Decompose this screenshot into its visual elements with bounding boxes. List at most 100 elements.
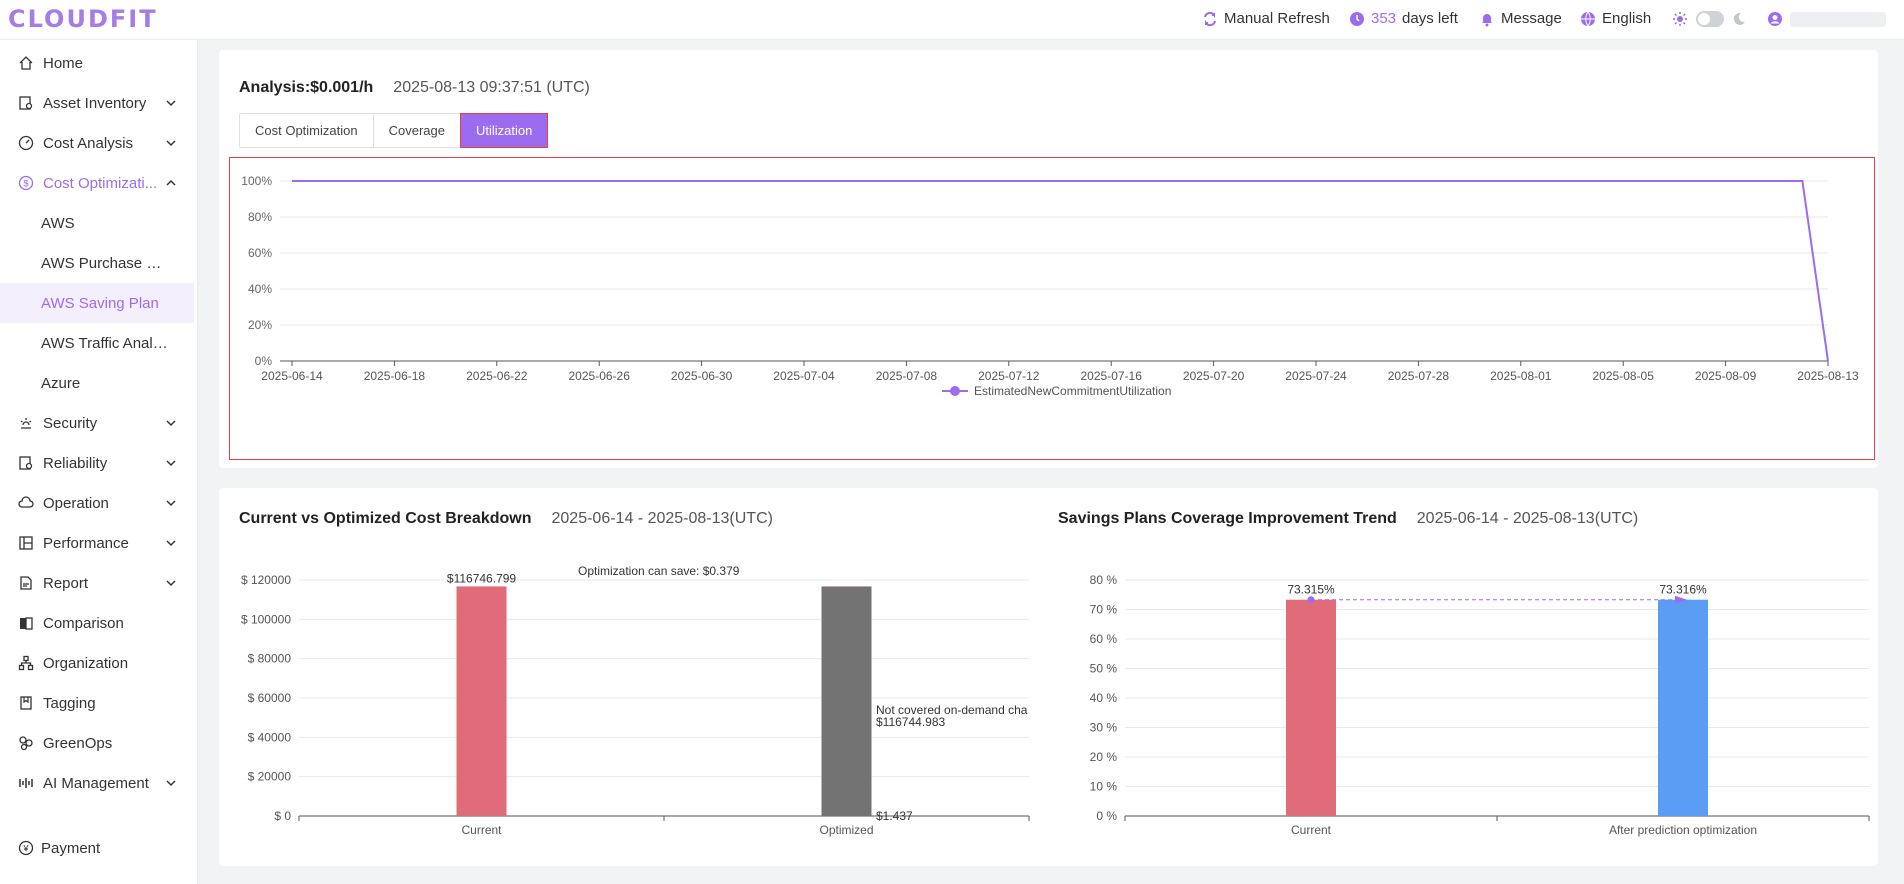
x-tick-label: 2025-08-13 — [1797, 369, 1859, 383]
sun-icon — [1673, 12, 1687, 26]
analysis-card: Analysis:$0.001/h 2025-08-13 09:37:51 (U… — [219, 50, 1878, 468]
sidebar-item-comparison[interactable]: Comparison — [0, 603, 194, 643]
days-left-label: days left — [1402, 10, 1458, 27]
shield-icon — [20, 418, 32, 429]
chevron-up-icon — [166, 179, 176, 186]
y-tick-label: $ 40000 — [248, 730, 292, 744]
sidebar-item-aws-purchase[interactable]: AWS Purchase Re... — [0, 243, 194, 283]
sidebar-item-asset-inventory[interactable]: Asset Inventory — [0, 83, 194, 123]
bar-optimized — [821, 586, 872, 587]
y-tick-label: $ 20000 — [248, 770, 292, 784]
sidebar-item-label: Operation — [43, 494, 109, 512]
inventory-icon — [19, 96, 33, 110]
chevron-down-icon — [166, 100, 176, 107]
sidebar-item-security[interactable]: Security — [0, 403, 194, 443]
sidebar-item-label: Home — [43, 54, 84, 72]
gauge-icon — [18, 135, 34, 151]
x-tick-label: 2025-08-05 — [1593, 369, 1655, 383]
comparison-icon — [20, 617, 33, 630]
x-tick-label: 2025-07-16 — [1081, 369, 1143, 383]
days-left-count: 353 — [1371, 10, 1397, 27]
report-icon — [20, 576, 32, 590]
sidebar-item-label: AWS Traffic Analy... — [41, 334, 171, 352]
refresh-icon — [1204, 11, 1216, 26]
theme-toggle[interactable] — [1696, 11, 1724, 27]
tab-cost-optimization[interactable]: Cost Optimization — [240, 114, 374, 147]
x-tick-label: 2025-08-09 — [1695, 369, 1757, 383]
x-tick-label: After prediction optimization — [1609, 823, 1757, 837]
user-name[interactable] — [1790, 12, 1886, 27]
language-label: English — [1602, 10, 1652, 27]
leaf-icon — [19, 736, 33, 751]
sidebar-item-label: GreenOps — [43, 734, 113, 752]
sidebar-item-reliability[interactable]: Reliability — [0, 443, 194, 483]
sidebar-item-aws-saving-plan[interactable]: AWS Saving Plan — [0, 283, 194, 323]
sidebar-item-label: Cost Optimizati... — [43, 174, 158, 192]
bar-value-label: $116746.799 — [447, 571, 517, 585]
sidebar-item-payment[interactable]: ¥ Payment — [0, 828, 194, 868]
y-tick-label: $ 0 — [274, 809, 291, 823]
sidebar-item-aws[interactable]: AWS — [0, 203, 194, 243]
sidebar-item-organization[interactable]: Organization — [0, 643, 194, 683]
breakdown-coverage-card: Current vs Optimized Cost Breakdown 2025… — [219, 488, 1878, 866]
svg-text:¥: ¥ — [22, 844, 29, 854]
legend-marker — [950, 386, 960, 396]
license-days-badge: 353 days left — [1349, 10, 1458, 27]
analysis-title: Analysis:$0.001/h — [239, 79, 374, 96]
x-tick-label: 2025-06-14 — [261, 369, 323, 383]
tab-utilization[interactable]: Utilization — [459, 113, 549, 148]
sidebar-item-greenops[interactable]: GreenOps — [0, 723, 194, 763]
breakdown-range: 2025-06-14 - 2025-08-13(UTC) — [551, 510, 773, 527]
sidebar-item-azure[interactable]: Azure — [0, 363, 194, 403]
bell-icon — [1482, 13, 1492, 26]
y-tick-label: 80 % — [1090, 573, 1118, 587]
not-covered-annotation: Not covered on-demand cha — [876, 703, 1028, 717]
sidebar-item-label: Reliability — [43, 454, 108, 472]
sidebar-item-cost-analysis[interactable]: Cost Analysis — [0, 123, 194, 163]
moon-icon — [1733, 12, 1745, 25]
payment-icon: ¥ — [18, 840, 34, 856]
sidebar-item-cost-optimization[interactable]: $ Cost Optimizati... — [0, 163, 194, 203]
breakdown-title: Current vs Optimized Cost Breakdown — [239, 510, 532, 527]
x-tick-label: 2025-06-22 — [466, 369, 528, 383]
covered-value: $1.437 — [876, 809, 913, 823]
sidebar-item-tagging[interactable]: Tagging — [0, 683, 194, 723]
chevron-down-icon — [166, 140, 176, 147]
y-tick-label: 20 % — [1090, 750, 1118, 764]
message-button[interactable]: Message — [1479, 10, 1562, 27]
y-tick-label: 80% — [248, 210, 272, 224]
manual-refresh-button[interactable]: Manual Refresh — [1202, 10, 1330, 27]
sidebar-item-home[interactable]: Home — [0, 43, 194, 83]
dollar-icon: $ — [18, 175, 34, 191]
user-avatar-icon[interactable] — [1767, 11, 1783, 27]
x-tick-label: 2025-07-08 — [876, 369, 938, 383]
x-tick-label: 2025-07-24 — [1285, 369, 1347, 383]
sidebar-item-report[interactable]: Report — [0, 563, 194, 603]
x-tick-label: 2025-06-26 — [569, 369, 631, 383]
y-tick-label: 70 % — [1090, 603, 1118, 617]
performance-icon — [19, 536, 33, 550]
sidebar-item-operation[interactable]: Operation — [0, 483, 194, 523]
sidebar-item-label: AWS — [41, 214, 75, 232]
tab-coverage[interactable]: Coverage — [373, 114, 461, 147]
bar-coverage — [1658, 599, 1708, 816]
analysis-tabs: Cost Optimization Coverage Utilization — [239, 113, 549, 148]
sidebar-item-ai-management[interactable]: AI Management — [0, 763, 194, 803]
language-selector[interactable]: English — [1580, 10, 1651, 27]
y-tick-label: 30 % — [1090, 721, 1118, 735]
sidebar-item-label: Security — [43, 414, 98, 432]
sidebar-item-label: Cost Analysis — [43, 134, 134, 152]
sidebar-item-aws-traffic[interactable]: AWS Traffic Analy... — [0, 323, 194, 363]
clock-icon — [1350, 11, 1364, 26]
cost-breakdown-chart: $ 0 $ 20000 $ 40000 $ 60000 $ 80000 $ 100000 $… — [241, 564, 1030, 837]
x-tick-label: Current — [461, 823, 502, 837]
chevron-down-icon — [166, 460, 176, 467]
x-tick-label: Current — [1291, 823, 1332, 837]
not-covered-value: $116744.983 — [876, 715, 946, 729]
y-tick-label: 20% — [248, 318, 272, 332]
app-logo[interactable]: CLOUDFIT — [8, 5, 158, 33]
reliability-icon — [19, 456, 33, 470]
svg-text:$: $ — [23, 179, 28, 189]
sidebar-item-performance[interactable]: Performance — [0, 523, 194, 563]
bar-value-label: 73.316% — [1659, 583, 1707, 597]
